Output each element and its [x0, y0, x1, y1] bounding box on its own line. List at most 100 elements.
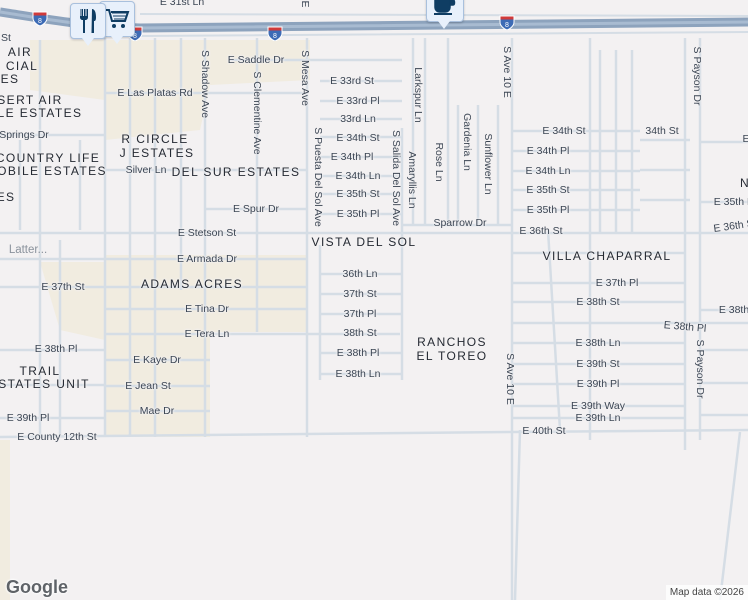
- cafe-marker[interactable]: [426, 0, 464, 29]
- restaurant-icon: [80, 9, 96, 33]
- street-label: E Las Platas Rd: [117, 87, 193, 99]
- area-label: ADAMS ACRES: [140, 277, 244, 291]
- street-label: Springs Dr: [0, 129, 49, 141]
- street-label: E 34th St: [542, 125, 586, 137]
- restaurant-marker[interactable]: [70, 3, 106, 46]
- street-label: E 34th Pl: [526, 145, 570, 157]
- street-label: E 35th St: [526, 184, 570, 196]
- svg-text:8: 8: [505, 22, 509, 29]
- street-label: S Salida Del Sol Ave: [390, 129, 402, 227]
- street-label: E Stetson St: [177, 227, 237, 239]
- street-label: E Jean St: [125, 380, 171, 392]
- area-label: VILLA CHAPARRAL: [542, 249, 672, 263]
- street-label: E 39th Way: [571, 400, 625, 412]
- street-label: Larkspur Ln: [412, 67, 424, 123]
- street-label: E 35th Pl: [526, 204, 570, 216]
- street-label: E 39th St: [576, 358, 620, 370]
- map-attribution[interactable]: Map data ©2026: [665, 585, 748, 600]
- area-label: LE ESTATES: [0, 106, 83, 120]
- street-label: S Clementine Ave: [251, 71, 263, 155]
- street-label: 38th St: [343, 327, 377, 339]
- street-label: E 33rd Pl: [336, 95, 380, 107]
- street-label: S Shadow Ave: [199, 49, 211, 119]
- street-label: E 35th Pl: [713, 196, 748, 208]
- street-label: E 34th St: [336, 132, 380, 144]
- interstate-8-shield-icon: 8: [32, 10, 48, 27]
- street-label: E 35th St: [336, 188, 380, 200]
- street-label: E Tera Ln: [184, 328, 230, 340]
- coffee-icon: [434, 0, 456, 15]
- street-label: E 38th: [718, 304, 748, 316]
- area-label: AIR: [7, 45, 33, 59]
- street-label: E: [299, 0, 311, 8]
- street-label: S Mesa Ave: [299, 50, 311, 106]
- street-label: S Ave 10 E: [501, 46, 513, 98]
- area-label: SERT AIR: [0, 93, 63, 107]
- svg-text:8: 8: [133, 33, 137, 40]
- area-label: RANCHOS: [417, 335, 487, 349]
- street-label: 34th St: [645, 125, 679, 137]
- interstate-8-shield-icon: 8: [499, 14, 515, 31]
- area-label: EL TOREO: [416, 349, 488, 363]
- street-label: E Armada Dr: [176, 253, 238, 265]
- area-label: TRAIL: [19, 364, 61, 378]
- street-label: St: [1, 32, 11, 44]
- street-label: E 39th Ln: [575, 412, 621, 424]
- street-label: E: [742, 133, 748, 145]
- street-label: E 38th Ln: [575, 337, 621, 349]
- street-label: E Saddle Dr: [227, 54, 285, 66]
- street-label: S Ave 10 E: [504, 353, 516, 405]
- street-label: Sunflower Ln: [482, 133, 494, 195]
- street-label: E 34th Pl: [330, 151, 374, 163]
- street-label: S Payson Dr: [694, 339, 706, 399]
- street-label: E Tina Dr: [185, 303, 229, 315]
- street-grid: [0, 38, 748, 600]
- street-label: E Kaye Dr: [133, 354, 181, 366]
- street-label: E 34th Ln: [335, 170, 381, 182]
- area-label: COUNTRY LIFE: [0, 151, 101, 165]
- street-label: S Payson Dr: [691, 46, 703, 106]
- street-label: Gardenia Ln: [461, 113, 473, 171]
- street-label: E 38th Ln: [335, 368, 381, 380]
- street-label: Latter...: [8, 244, 48, 256]
- shopping-cart-icon: [105, 9, 130, 28]
- street-label: E 35th Pl: [336, 208, 380, 220]
- street-label: E 34th Ln: [525, 165, 571, 177]
- street-label: E 31st Ln: [159, 0, 205, 8]
- street-label: E 37th St: [41, 281, 85, 293]
- area-label: R CIRCLE: [121, 132, 189, 146]
- area-label: DEL SUR ESTATES: [171, 165, 301, 179]
- street-label: S Puesta Del Sol Ave: [312, 127, 324, 227]
- street-label: 33rd Ln: [340, 113, 376, 125]
- street-label: 36th Ln: [342, 268, 378, 280]
- area-label: N: [739, 176, 748, 190]
- area-label: VISTA DEL SOL: [311, 235, 417, 249]
- area-label: CIAL: [5, 59, 39, 73]
- street-label: 37th Pl: [343, 308, 377, 320]
- interstate-8-shield-icon: 8: [267, 25, 283, 42]
- street-label: E County 12th St: [17, 431, 97, 443]
- area-label: OBILE ESTATES: [0, 164, 107, 178]
- street-label: E 33rd St: [330, 75, 374, 87]
- street-label: E 38th Pl: [336, 347, 380, 359]
- google-logo[interactable]: Google: [6, 577, 68, 597]
- street-label: E 39th Pl: [576, 378, 620, 390]
- street-label: Rose Ln: [433, 142, 445, 182]
- street-label: E 38th Pl: [34, 343, 78, 355]
- area-label: J ESTATES: [119, 146, 195, 160]
- street-label: Mae Dr: [139, 405, 175, 417]
- svg-text:8: 8: [38, 18, 42, 25]
- svg-text:8: 8: [273, 33, 277, 40]
- area-label: ES: [0, 72, 20, 86]
- street-label: Sparrow Dr: [433, 217, 487, 229]
- street-label: E 37th Pl: [595, 277, 639, 289]
- street-label: E 40th St: [522, 425, 566, 437]
- street-label: E 36th St: [519, 225, 563, 237]
- street-label: E 39th Pl: [6, 412, 50, 424]
- street-label: Silver Ln: [125, 164, 167, 176]
- street-label: E 38th St: [576, 296, 620, 308]
- street-label: 37th St: [343, 288, 377, 300]
- area-label: STATES UNIT: [0, 377, 90, 391]
- street-label: E Spur Dr: [232, 203, 280, 215]
